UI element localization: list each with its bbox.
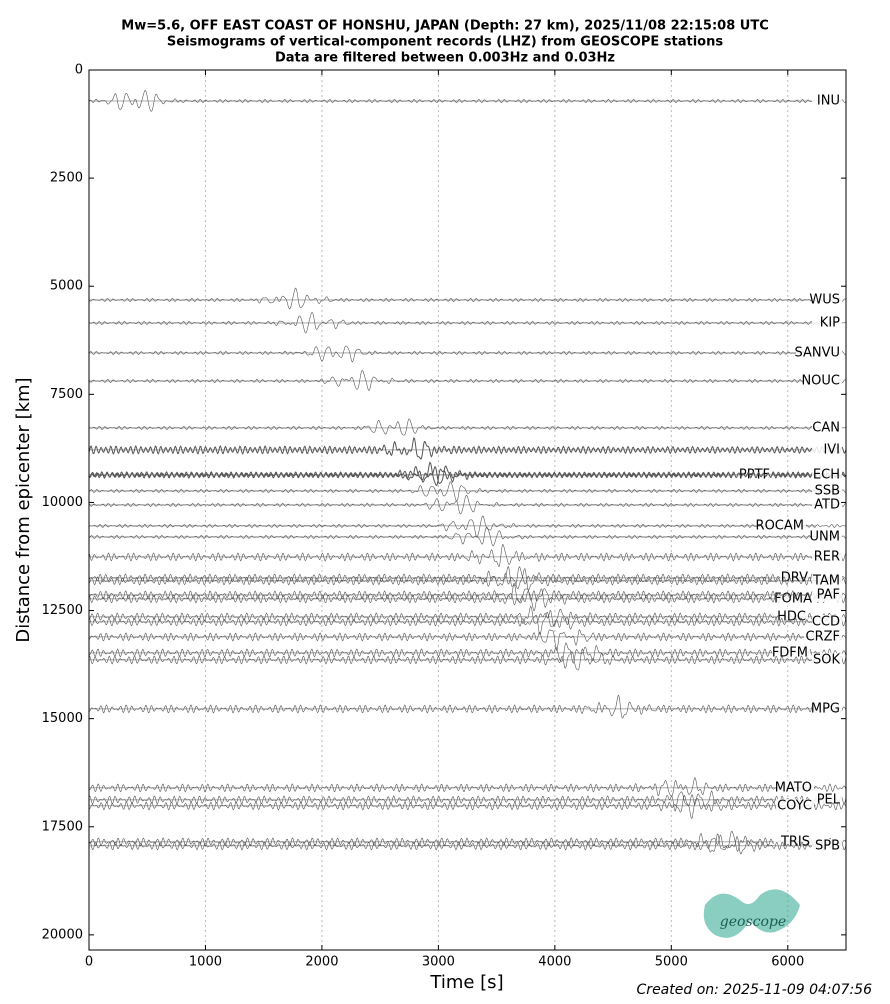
y-tick-label: 2500 [50, 171, 83, 186]
waveform [88, 515, 846, 538]
waveform [88, 345, 846, 363]
station-label: CRZF [806, 629, 841, 644]
waveform [88, 369, 846, 391]
label-bg [812, 701, 842, 716]
x-tick-label: 3000 [422, 955, 455, 970]
label-bg [776, 798, 814, 813]
waveform [88, 830, 847, 852]
label-bg [812, 573, 842, 588]
waveform [88, 582, 846, 604]
x-tick-label: 6000 [771, 955, 804, 970]
waveform [88, 694, 847, 719]
x-axis-label: Time [s] [429, 972, 503, 993]
label-bg [812, 483, 842, 498]
station-label: UNM [810, 529, 840, 544]
station-label: HDC [777, 609, 806, 624]
label-bg [812, 420, 842, 435]
waveform [88, 833, 847, 855]
x-tick-label: 1000 [189, 955, 222, 970]
y-tick-label: 0 [75, 63, 83, 78]
x-tick-label: 2000 [305, 955, 338, 970]
label-bg [812, 467, 842, 482]
label-bg [812, 614, 842, 629]
station-label: MATO [775, 780, 812, 795]
station-label: TAM [812, 573, 840, 588]
station-label: PEL [817, 792, 841, 807]
label-bg [812, 497, 842, 512]
logo-text: geoscope [720, 914, 786, 930]
station-label: PAF [817, 587, 840, 602]
station-label: ROCAM [756, 518, 804, 533]
label-bg [804, 373, 842, 388]
waveform [88, 565, 846, 587]
station-label: SOK [813, 652, 840, 667]
waveform [88, 436, 847, 460]
waveform [88, 629, 846, 652]
waveform [88, 526, 846, 547]
station-label: DRV [781, 570, 808, 585]
station-label: CAN [812, 420, 840, 435]
chart-title: Mw=5.6, OFF EAST COAST OF HONSHU, JAPAN … [121, 19, 768, 34]
station-label: COYC [777, 798, 812, 813]
waveform [88, 494, 846, 515]
x-tick-label: 4000 [538, 955, 571, 970]
waveform [88, 418, 846, 436]
label-bg [776, 780, 814, 795]
waveform [88, 777, 847, 797]
logo: geoscope [703, 889, 800, 938]
y-tick-label: 17500 [42, 819, 83, 834]
station-label: MPG [811, 701, 840, 716]
station-label: WUS [809, 292, 840, 307]
station-label: INU [817, 94, 840, 109]
y-tick-label: 10000 [42, 495, 83, 510]
station-label: ATD [814, 497, 840, 512]
y-tick-label: 5000 [50, 279, 83, 294]
label-bg [812, 442, 842, 457]
station-label: SANVU [794, 345, 840, 360]
station-label: CCD [812, 614, 840, 629]
y-axis-label: Distance from epicenter [km] [13, 377, 34, 642]
label-bg [796, 345, 842, 360]
plot-frame [88, 69, 847, 951]
station-label: IVI [823, 442, 840, 457]
station-label: KIP [820, 315, 840, 330]
logo-shape [703, 889, 800, 938]
label-bg [812, 292, 842, 307]
station-label: FDFM [772, 645, 808, 660]
label-bg [812, 315, 842, 330]
chart-title: Seismograms of vertical-component record… [167, 35, 723, 50]
x-tick-label: 5000 [655, 955, 688, 970]
waveform [88, 588, 847, 612]
station-label: NOUC [801, 373, 840, 388]
y-tick-label: 7500 [50, 387, 83, 402]
x-tick-label: 0 [85, 955, 93, 970]
y-tick-label: 15000 [42, 711, 83, 726]
footer: Created on: 2025-11-09 04:07:56 [637, 982, 873, 998]
station-label: SPB [815, 838, 840, 853]
y-tick-label: 12500 [42, 603, 83, 618]
chart-title: Data are filtered between 0.003Hz and 0.… [275, 51, 615, 66]
label-bg [804, 629, 842, 644]
label-bg [812, 838, 842, 853]
station-label: SSB [815, 483, 840, 498]
waveform [88, 794, 847, 819]
waveform [88, 568, 847, 591]
waveform [88, 543, 847, 567]
label-bg [812, 652, 842, 667]
waveform [88, 287, 846, 310]
label-bg [812, 529, 842, 544]
label-bg [812, 549, 842, 564]
waveform [88, 481, 846, 502]
station-label: RER [814, 549, 840, 564]
label-bg [812, 94, 842, 109]
label-bg [760, 518, 806, 533]
y-tick-label: 20000 [42, 927, 83, 942]
station-label: ECH [813, 467, 840, 482]
label-bg [812, 587, 842, 602]
